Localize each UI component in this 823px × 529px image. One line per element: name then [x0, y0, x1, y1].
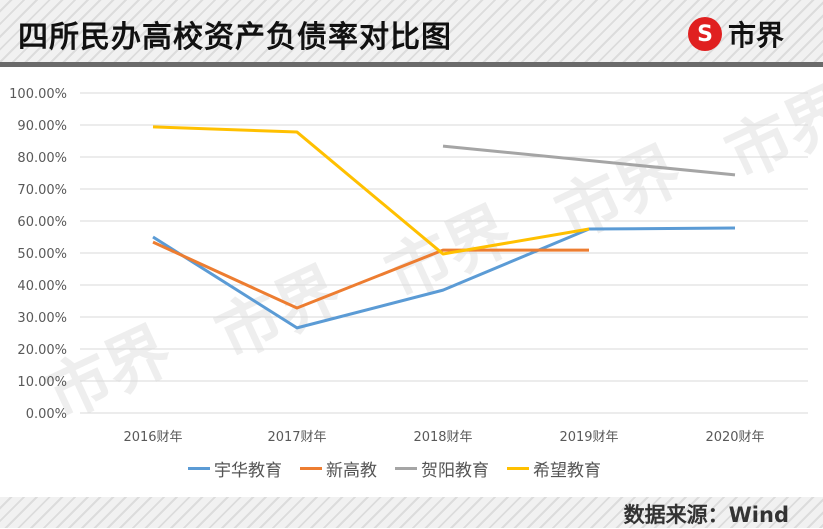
legend-label: 希望教育 [533, 461, 601, 481]
legend-item: 新高教 [300, 456, 377, 481]
footer-banner: 数据来源：Wind [0, 497, 823, 528]
legend-swatch-icon [300, 467, 322, 470]
series-line-贺阳教育 [442, 144, 736, 177]
y-tick-label: 90.00% [17, 119, 67, 134]
y-tick-label: 0.00% [26, 407, 67, 422]
line-chart: 市界 市界 市界 市界 市界0.00%10.00%20.00%30.00%40.00%5… [9, 73, 823, 445]
chart-title: 四所民办高校资产负债率对比图 [18, 20, 452, 55]
x-tick-label: 2020财年 [705, 430, 764, 445]
x-tick-label: 2019财年 [559, 430, 618, 445]
watermark-text: 市界 [715, 73, 823, 194]
legend-label: 新高教 [326, 461, 377, 481]
x-tick-label: 2016财年 [123, 430, 182, 445]
legend-item: 宇华教育 [188, 456, 282, 481]
watermark-text: 市界 [205, 253, 352, 374]
y-tick-label: 20.00% [17, 343, 67, 358]
data-source: 数据来源：Wind [623, 503, 789, 527]
y-tick-label: 30.00% [17, 311, 67, 326]
y-tick-label: 80.00% [17, 151, 67, 166]
chart-legend: 宇华教育 新高教 贺阳教育 希望教育 [188, 456, 619, 481]
x-tick-label: 2018财年 [413, 430, 472, 445]
series-line-希望教育 [152, 125, 590, 256]
y-tick-label: 100.00% [9, 87, 67, 102]
legend-swatch-icon [395, 467, 417, 470]
y-tick-label: 10.00% [17, 375, 67, 390]
y-tick-label: 40.00% [17, 279, 67, 294]
y-tick-label: 60.00% [17, 215, 67, 230]
header-divider [0, 62, 823, 67]
watermark-text: 市界 [545, 133, 692, 254]
y-tick-label: 50.00% [17, 247, 67, 262]
series-line-宇华教育 [152, 226, 736, 330]
legend-item: 希望教育 [507, 456, 601, 481]
logo-badge-icon: S [688, 17, 722, 51]
logo-text: 市界 [728, 19, 785, 52]
series-line-新高教 [152, 240, 589, 310]
legend-label: 贺阳教育 [421, 461, 489, 481]
x-tick-label: 2017财年 [267, 430, 326, 445]
legend-swatch-icon [188, 467, 210, 470]
header-banner: 四所民办高校资产负债率对比图 S 市界 [0, 0, 823, 62]
y-tick-label: 70.00% [17, 183, 67, 198]
legend-label: 宇华教育 [214, 461, 282, 481]
legend-swatch-icon [507, 467, 529, 470]
brand-logo: S 市界 [688, 14, 784, 54]
legend-item: 贺阳教育 [395, 456, 489, 481]
